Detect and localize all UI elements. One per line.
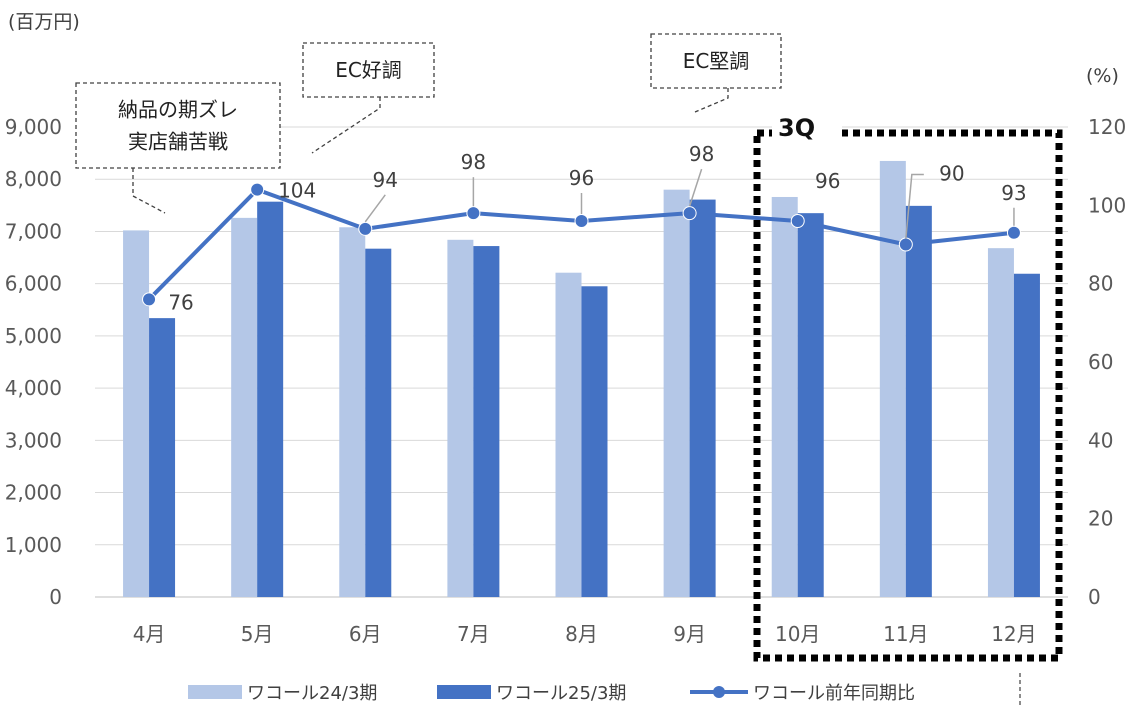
left-tick-label: 9,000 [5, 115, 62, 139]
left-tick-label: 7,000 [5, 219, 62, 243]
data-labels: 76 104 94 98 96 98 96 90 93 [168, 142, 1026, 314]
legend-swatch [437, 685, 491, 699]
bar [231, 217, 258, 597]
label-leader [688, 168, 703, 207]
bar [339, 227, 366, 597]
left-tick-label: 2,000 [5, 481, 62, 505]
annotation-text: EC堅調 [683, 49, 750, 73]
label-leader [364, 194, 386, 223]
legend-label: ワコール24/3期 [247, 683, 377, 704]
x-tick-label: 4月 [133, 622, 166, 646]
right-tick-label: 100 [1088, 193, 1126, 217]
line-point [898, 237, 913, 252]
legend-swatch [188, 685, 242, 699]
line-point [466, 206, 481, 221]
x-tick-label: 8月 [565, 622, 598, 646]
x-tick-label: 12月 [991, 622, 1036, 646]
right-tick-label: 60 [1088, 350, 1113, 374]
bars [123, 160, 1040, 598]
bar [555, 272, 582, 597]
data-label: 96 [569, 166, 594, 190]
data-label: 94 [373, 168, 398, 192]
bar [581, 286, 608, 597]
left-axis-ticks: 0 1,000 2,000 3,000 4,000 5,000 6,000 7,000 8,00… [5, 115, 62, 609]
bar [689, 199, 716, 598]
right-tick-label: 0 [1088, 585, 1101, 609]
bar [1013, 273, 1040, 597]
data-label: 90 [939, 162, 964, 186]
annotation-text: EC好調 [335, 58, 402, 82]
right-tick-label: 120 [1088, 115, 1126, 139]
x-tick-label: 9月 [673, 622, 706, 646]
left-tick-label: 4,000 [5, 376, 62, 400]
data-label: 98 [689, 142, 714, 166]
annotation-box [75, 82, 281, 169]
data-label: 98 [461, 150, 486, 174]
data-label: 76 [168, 290, 193, 314]
yoy-line [142, 182, 1021, 307]
line-point [1006, 225, 1021, 240]
line-point [682, 206, 697, 221]
x-tick-label: 7月 [457, 622, 490, 646]
left-tick-label: 0 [49, 585, 62, 609]
legend-marker [713, 686, 725, 698]
right-tick-label: 20 [1088, 507, 1113, 531]
right-axis-ticks: 0 20 40 60 80 100 120 [1088, 115, 1126, 609]
line-point [358, 221, 373, 236]
bar [987, 248, 1014, 597]
annotation-box [302, 42, 435, 98]
bar [123, 230, 150, 597]
left-tick-label: 1,000 [5, 533, 62, 557]
data-label: 93 [1001, 181, 1026, 205]
annotation-pointer [694, 88, 729, 113]
data-label: 104 [278, 179, 316, 203]
right-axis-unit: (%) [1086, 65, 1119, 87]
bar [365, 248, 392, 597]
bar [149, 318, 176, 597]
right-tick-label: 40 [1088, 428, 1113, 452]
x-axis-ticks: 4月 5月 6月 7月 8月 9月 10月 11月 12月 [133, 622, 1037, 646]
x-tick-label: 5月 [241, 622, 274, 646]
quarter-label-bg [772, 110, 842, 144]
bar [447, 239, 474, 598]
annotation-text: 納品の期ズレ [118, 98, 238, 122]
annotation-pointer [311, 97, 381, 154]
line-point [250, 182, 265, 197]
legend-label: ワコール前年同期比 [753, 683, 915, 704]
data-label: 96 [815, 169, 840, 193]
quarter-label: 3Q [778, 114, 815, 142]
annotation-pointer [132, 168, 166, 214]
line-point [790, 214, 805, 228]
legend: ワコール24/3期 ワコール25/3期 ワコール前年同期比 [188, 673, 1021, 705]
annotation-text: 実店舗苦戦 [128, 130, 228, 154]
bar [257, 201, 284, 597]
x-tick-label: 11月 [883, 622, 928, 646]
bar [473, 246, 500, 598]
quarter-box [753, 129, 1063, 662]
label-leader [905, 173, 924, 239]
left-axis-unit: (百万円) [8, 11, 80, 33]
line-point [142, 292, 157, 307]
line-point [574, 214, 589, 228]
bar [663, 189, 690, 597]
left-tick-label: 3,000 [5, 428, 62, 452]
annotation-box [650, 33, 782, 89]
bar [879, 160, 906, 597]
left-tick-label: 8,000 [5, 167, 62, 191]
quarter-highlight: 3Q [753, 110, 1063, 662]
bar [771, 196, 798, 597]
x-tick-label: 6月 [349, 622, 382, 646]
left-tick-label: 5,000 [5, 324, 62, 348]
bar [797, 213, 824, 597]
bar [905, 205, 932, 597]
x-tick-label: 10月 [775, 622, 820, 646]
legend-label: ワコール25/3期 [496, 683, 626, 704]
label-leaders [364, 168, 1015, 239]
right-tick-label: 80 [1088, 272, 1113, 296]
left-tick-label: 6,000 [5, 272, 62, 296]
